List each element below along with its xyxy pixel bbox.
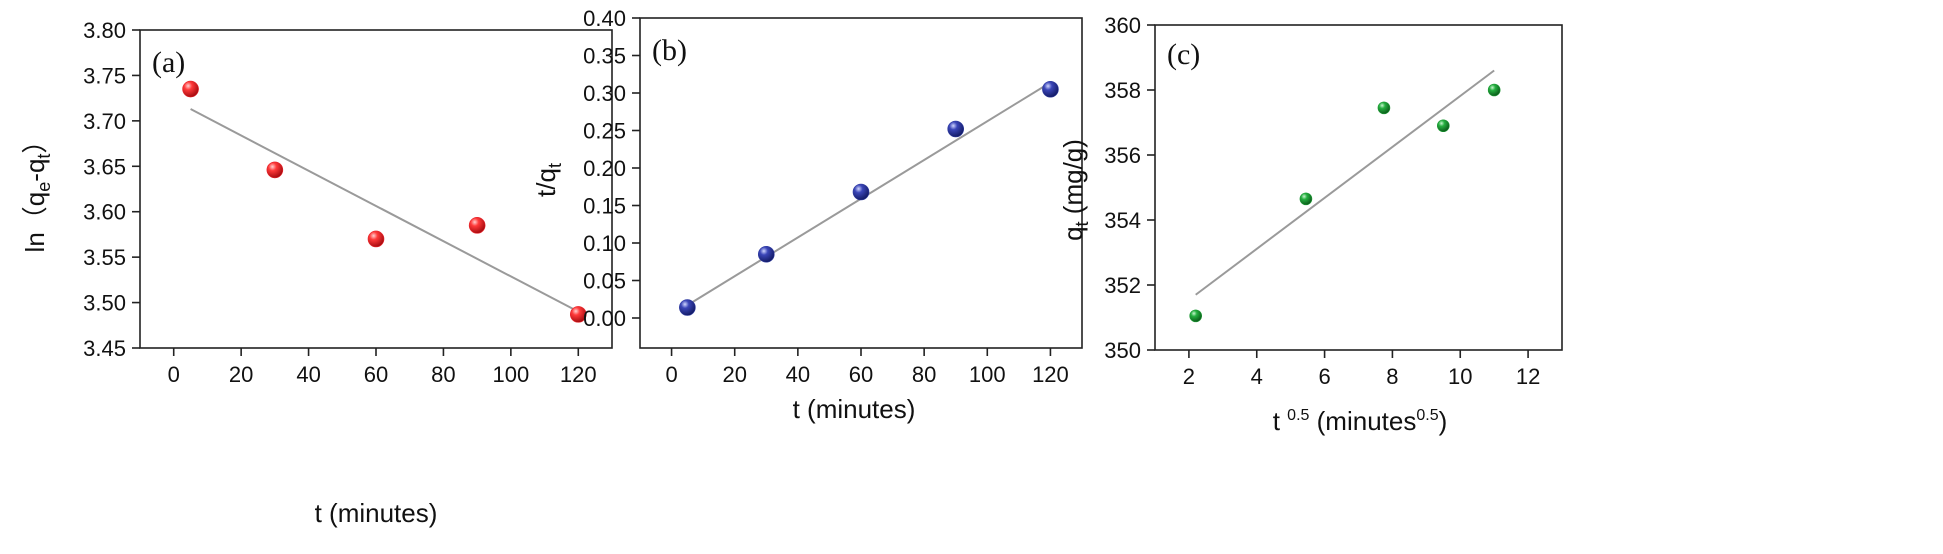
x-tick-label-c-0: 2	[1183, 364, 1195, 389]
x-tick-label-b-1: 20	[722, 362, 746, 387]
data-point-b-0	[679, 299, 696, 316]
fit-line-c	[1195, 69, 1495, 296]
y-tick-label-c-4: 358	[1104, 78, 1141, 103]
y-tick-label-c-2: 354	[1104, 208, 1141, 233]
x-axis-label-a-text: t (minutes)	[315, 498, 438, 528]
data-marks-a: 0 20 40 60 80 100 120 3.45 3.50 3.55 3.60 3.65 3.70 3…	[83, 18, 596, 387]
y-tick-label-b-7: 0.35	[583, 44, 626, 69]
y-tick-label-a-1: 3.50	[83, 291, 126, 316]
y-tick-label-a-7: 3.80	[83, 18, 126, 43]
data-point-c-4	[1487, 83, 1501, 97]
y-tick-label-b-2: 0.10	[583, 231, 626, 256]
data-point-b-4	[1042, 80, 1059, 98]
x-tick-label-b-4: 80	[912, 362, 936, 387]
y-tick-label-a-2: 3.55	[83, 245, 126, 270]
y-tick-label-b-3: 0.15	[583, 194, 626, 219]
data-point-b-1	[757, 245, 775, 263]
data-point-b-3	[947, 120, 965, 138]
y-tick-label-c-1: 352	[1104, 273, 1141, 298]
panel-label-c: (c)	[1167, 38, 1200, 71]
x-axis-label-b: t (minutes)	[793, 394, 916, 424]
chart-panel-a: (a) t (minutes) ln（qe-qt） 0 20 40 60 80 100 12…	[20, 18, 613, 528]
x-tick-label-a-1: 20	[229, 362, 253, 387]
data-point-c-3	[1436, 119, 1450, 133]
plot-frame-b	[639, 17, 1083, 349]
y-axis-label-b: t/qt	[531, 163, 565, 197]
y-tick-label-c-5: 360	[1104, 13, 1141, 38]
y-tick-label-c-3: 356	[1104, 143, 1141, 168]
fit-line-a	[190, 108, 579, 313]
y-tick-label-c-0: 350	[1104, 338, 1141, 363]
x-tick-label-b-2: 40	[786, 362, 810, 387]
y-axis-label-a: ln（qe-qt）	[20, 128, 54, 253]
x-tick-label-c-1: 4	[1251, 364, 1263, 389]
chart-panel-b: (b) t (minutes) t/qt 0 20 40 60 80 100 120 0.00…	[531, 6, 1083, 424]
x-tick-label-a-0: 0	[168, 362, 180, 387]
y-tick-label-b-6: 0.30	[583, 81, 626, 106]
data-point-a-3	[468, 217, 486, 234]
data-point-c-0	[1189, 309, 1202, 323]
x-tick-label-a-3: 60	[364, 362, 388, 387]
panel-label-b: (b)	[652, 34, 687, 67]
y-tick-label-b-5: 0.25	[583, 119, 626, 144]
x-tick-label-c-5: 12	[1516, 364, 1540, 389]
y-tick-label-a-4: 3.65	[83, 154, 126, 179]
x-tick-label-b-6: 120	[1032, 362, 1069, 387]
x-axis-label-a: t (minutes)	[315, 498, 438, 528]
data-point-c-2	[1377, 101, 1391, 115]
x-tick-label-b-0: 0	[665, 362, 677, 387]
plot-frame-c	[1154, 24, 1563, 351]
x-axis-label-b-text: t (minutes)	[793, 394, 916, 424]
data-point-c-1	[1299, 192, 1313, 206]
x-axis-label-c: t 0.5 (minutes0.5)	[1273, 406, 1448, 436]
y-axis-label-c: qt (mg/g)	[1058, 139, 1092, 241]
x-tick-label-a-2: 40	[296, 362, 320, 387]
y-tick-label-b-0: 0.00	[583, 306, 626, 331]
panel-label-a: (a)	[152, 46, 185, 79]
y-tick-label-b-4: 0.20	[583, 156, 626, 181]
data-marks-c: 2 4 6 8 10 12 350 352 354 356 358 360	[1104, 13, 1540, 389]
x-tick-label-b-5: 100	[969, 362, 1006, 387]
data-point-a-4	[569, 306, 587, 323]
y-tick-label-a-5: 3.70	[83, 109, 126, 134]
x-tick-label-c-2: 6	[1318, 364, 1330, 389]
data-point-a-1	[266, 161, 284, 179]
x-tick-label-c-3: 8	[1386, 364, 1398, 389]
x-tick-label-a-6: 120	[560, 362, 597, 387]
y-tick-label-a-3: 3.60	[83, 200, 126, 225]
data-point-a-0	[182, 80, 199, 98]
data-point-a-2	[367, 230, 385, 248]
data-point-b-2	[852, 183, 870, 201]
x-tick-label-b-3: 60	[849, 362, 873, 387]
y-tick-label-a-6: 3.75	[83, 63, 126, 88]
y-tick-label-a-0: 3.45	[83, 336, 126, 361]
x-tick-label-a-4: 80	[431, 362, 455, 387]
chart-panel-c: (c) t 0.5 (minutes0.5) qt (mg/g) 2 4 6 8 10 1…	[1058, 13, 1563, 436]
y-tick-label-b-1: 0.05	[583, 269, 626, 294]
x-tick-label-a-5: 100	[492, 362, 529, 387]
data-marks-b: 0 20 40 60 80 100 120 0.00 0.05 0.10 0.15 0.20 0.25 0…	[583, 6, 1069, 387]
y-tick-label-b-8: 0.40	[583, 6, 626, 31]
x-tick-label-c-4: 10	[1448, 364, 1472, 389]
